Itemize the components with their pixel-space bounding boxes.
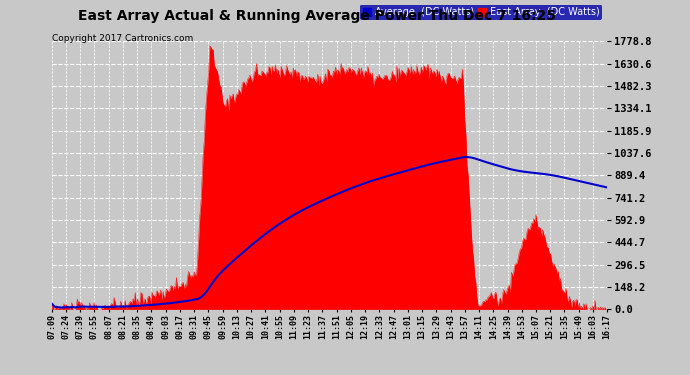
Text: Copyright 2017 Cartronics.com: Copyright 2017 Cartronics.com <box>52 34 193 43</box>
Text: East Array Actual & Running Average Power Thu Dec 7 16:25: East Array Actual & Running Average Powe… <box>79 9 556 23</box>
Legend: Average  (DC Watts), East Array  (DC Watts): Average (DC Watts), East Array (DC Watts… <box>360 4 602 20</box>
